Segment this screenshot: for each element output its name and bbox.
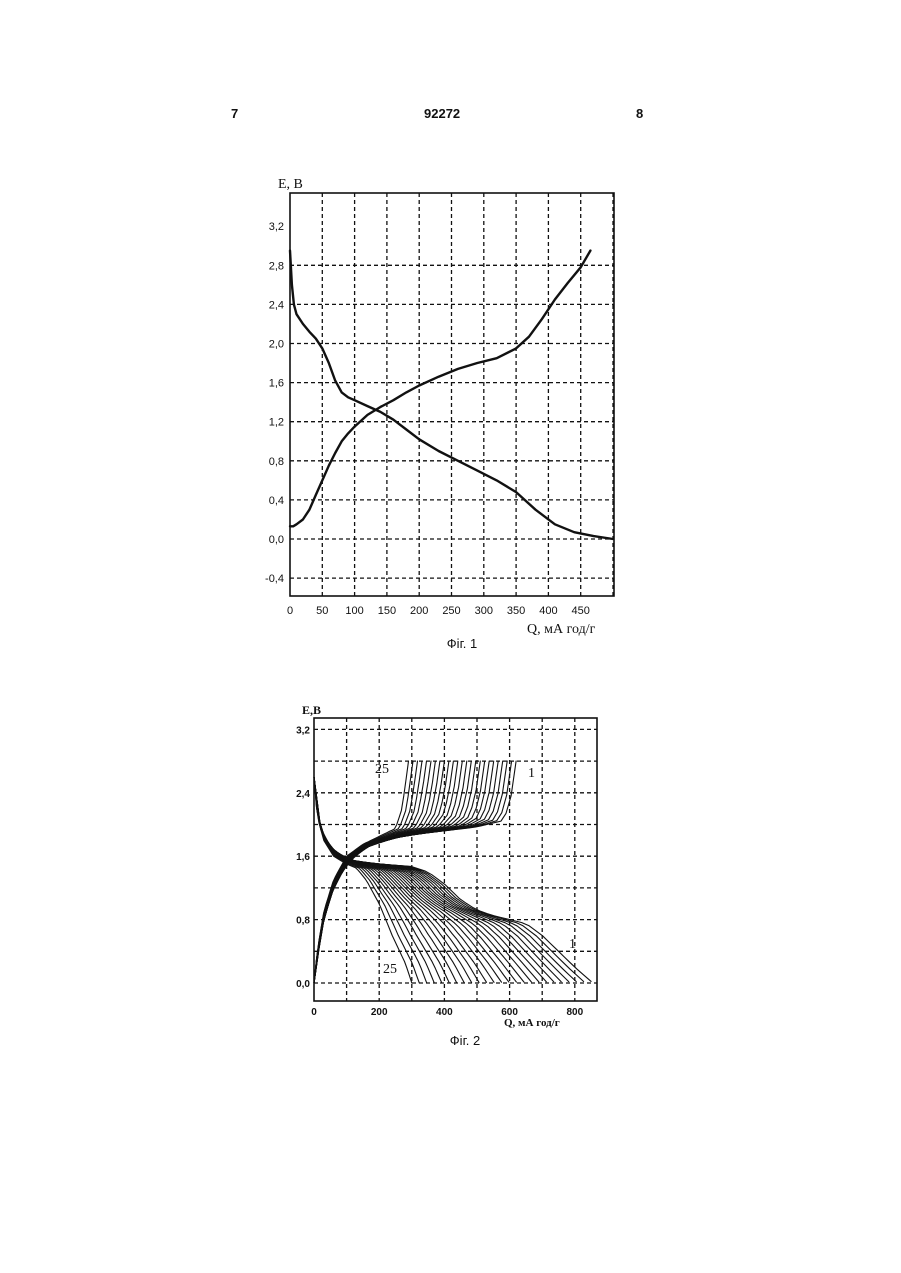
fig1-x-tick-label: 400 [539,605,557,617]
fig1-y-tick-label: 3,2 [269,221,284,233]
fig2-caption: Фіг. 2 [450,1033,480,1048]
fig2-y-tick-label: 1,6 [296,852,310,863]
fig1-plot-frame [290,193,614,596]
fig1-x-tick-label: 350 [507,605,525,617]
fig1-x-tick-label: 0 [287,605,293,617]
fig2-cycle-label-last-bottom: 25 [383,962,397,977]
fig1-y-axis-label: E, B [278,177,303,192]
fig1-y-tick-label: -0,4 [265,573,284,585]
fig2-x-tick-label: 800 [566,1007,583,1018]
fig2-charge-curve-cycle [314,761,427,983]
fig2-x-tick-label: 400 [436,1007,453,1018]
fig2-x-axis-label: Q, мА год/г [504,1017,560,1029]
fig1-y-tick-label: 2,4 [269,299,284,311]
fig2-y-tick-label: 3,2 [296,725,310,736]
fig1-y-tick-label: 2,0 [269,339,284,351]
fig2-cycle-label-first-bottom: 1 [569,937,576,952]
fig1-y-tick-label: 0,8 [269,456,284,468]
fig1-charge-curve [290,251,590,527]
fig2-cycle-label-first-top: 1 [528,766,535,781]
fig1-y-tick-label: 1,2 [269,417,284,429]
fig1-y-tick-label: 1,6 [269,378,284,390]
fig1-y-tick-label: 0,4 [269,495,284,507]
fig2-y-axis-label: E,B [302,703,321,717]
fig2-y-tick-label: 0,0 [296,979,310,990]
fig1-x-tick-label: 200 [410,605,428,617]
fig1-y-tick-label: 2,8 [269,260,284,272]
fig1-x-axis-label: Q, мА год/г [527,622,596,637]
fig2-charge-curve-cycle [314,761,516,983]
fig1-x-tick-label: 450 [572,605,590,617]
fig1-x-tick-label: 300 [475,605,493,617]
fig2-y-tick-label: 0,8 [296,916,310,927]
fig2-x-tick-label: 0 [311,1007,317,1018]
fig1-x-tick-label: 100 [345,605,363,617]
fig1-x-tick-label: 250 [442,605,460,617]
fig1-x-tick-label: 50 [316,605,328,617]
fig2-charge-curve-cycle [314,761,449,983]
fig2-y-tick-label: 2,4 [296,789,310,800]
fig2-x-tick-label: 200 [371,1007,388,1018]
fig2-cycle-label-last-top: 25 [375,762,389,777]
fig1-caption: Фіг. 1 [447,636,477,651]
fig1-y-tick-label: 0,0 [269,534,284,546]
fig1-x-tick-label: 150 [378,605,396,617]
